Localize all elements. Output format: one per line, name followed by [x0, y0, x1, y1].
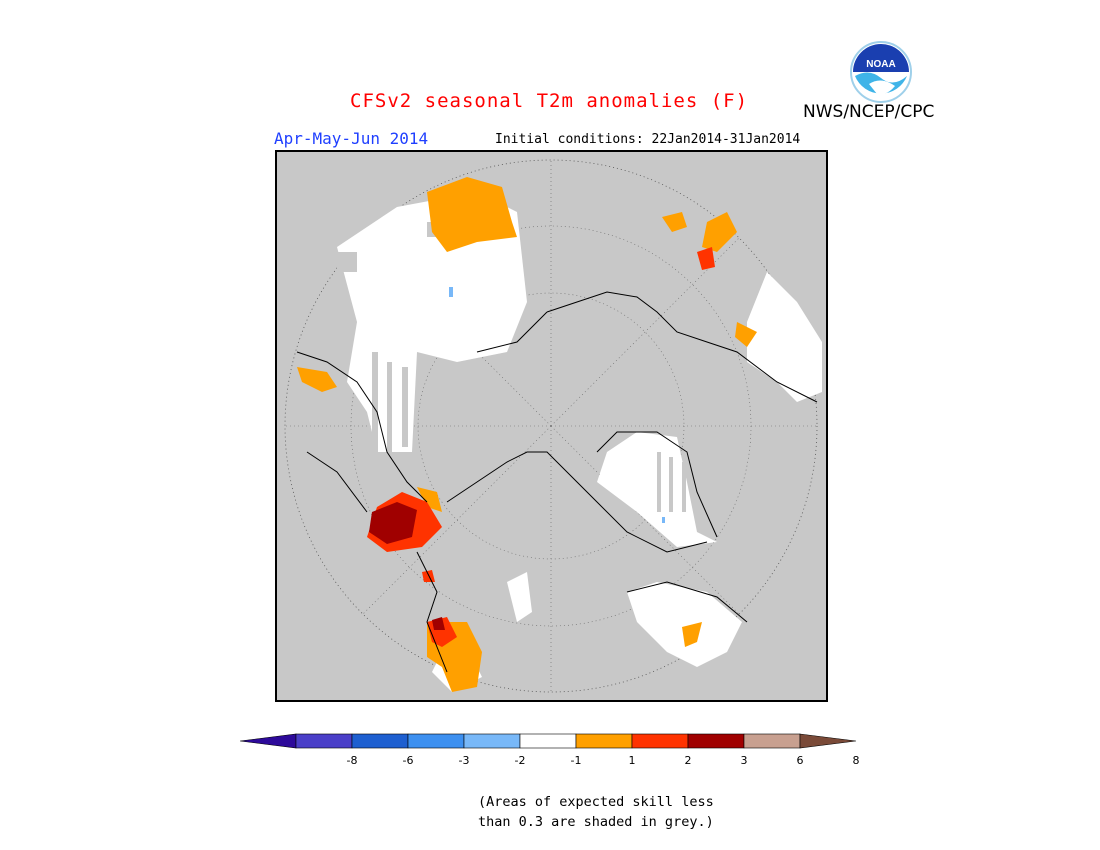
- colorbar-tick-label: -1: [571, 754, 582, 767]
- colorbar-right-arrow: [799, 733, 857, 749]
- caption-line: (Areas of expected skill less: [478, 794, 714, 810]
- colorbar-swatch: [295, 733, 353, 749]
- initial-conditions-label: Initial conditions: 22Jan2014-31Jan2014: [495, 132, 801, 147]
- colorbar-swatch: [631, 733, 689, 749]
- colorbar-tick-label: 6: [797, 754, 804, 767]
- caption-line: than 0.3 are shaded in grey.): [478, 814, 714, 830]
- polar-map-canvas: [284, 159, 822, 693]
- agency-label: NWS/NCEP/CPC: [803, 102, 935, 122]
- noaa-logo: NOAA: [850, 41, 912, 103]
- colorbar-swatch: [407, 733, 465, 749]
- colorbar-tick-label: 8: [853, 754, 860, 767]
- coastlines: [296, 291, 818, 673]
- logo-lettering: NOAA: [866, 59, 895, 70]
- colorbar: -8 -6 -3 -2 -1 1 2 3 6 8: [240, 733, 860, 767]
- colorbar-tick-label: 1: [629, 754, 636, 767]
- colorbar-left-arrow: [240, 733, 297, 749]
- colorbar-swatch: [519, 733, 577, 749]
- colorbar-tick-label: -2: [515, 754, 526, 767]
- colorbar-swatch: [351, 733, 409, 749]
- colorbar-swatch: [743, 733, 801, 749]
- colorbar-tick-label: -3: [459, 754, 470, 767]
- colorbar-swatch: [575, 733, 633, 749]
- polar-map: [275, 150, 828, 702]
- colorbar-tick-label: 3: [741, 754, 748, 767]
- colorbar-swatch: [463, 733, 521, 749]
- skill-caption: (Areas of expected skill less than 0.3 a…: [478, 792, 778, 832]
- colorbar-tick-label: -6: [403, 754, 414, 767]
- anomaly-minus-1-to-minus-2: [449, 287, 665, 523]
- season-label: Apr-May-Jun 2014: [274, 129, 429, 148]
- colorbar-tick-label: 2: [685, 754, 692, 767]
- colorbar-swatch: [687, 733, 745, 749]
- colorbar-tick-label: -8: [347, 754, 358, 767]
- anomaly-6-to-8: [369, 502, 445, 630]
- chart-title: CFSv2 seasonal T2m anomalies (F): [350, 90, 749, 112]
